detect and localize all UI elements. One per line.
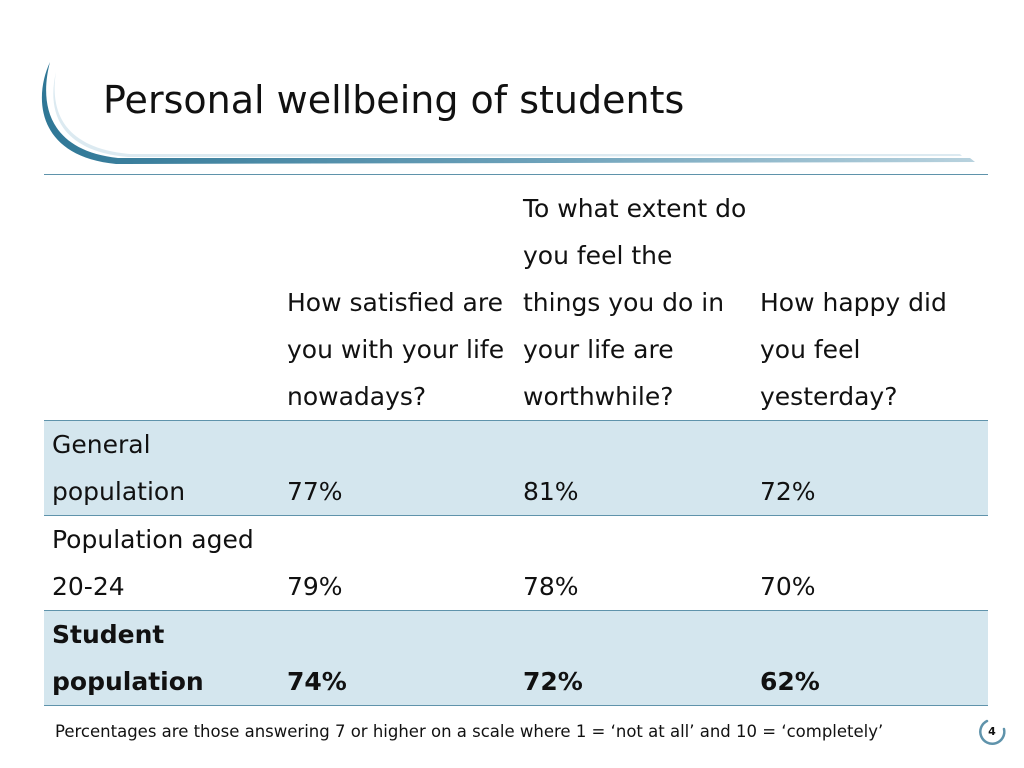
- cell-worthwhile: 81%: [523, 477, 579, 506]
- page-number-label: 4: [988, 725, 996, 738]
- page-number: 4: [977, 717, 1007, 747]
- footnote: Percentages are those answering 7 or hig…: [55, 722, 884, 741]
- cell-happy: 72%: [760, 477, 816, 506]
- column-header-happy: How happy did you feel yesterday?: [760, 288, 947, 411]
- table-header-row: How satisfied are you with your life now…: [44, 174, 988, 421]
- column-header-worthwhile: To what extent do you feel the things yo…: [523, 194, 747, 411]
- cell-worthwhile: 72%: [523, 667, 583, 696]
- cell-worthwhile: 78%: [523, 572, 579, 601]
- wellbeing-table: How satisfied are you with your life now…: [44, 174, 988, 706]
- cell-happy: 70%: [760, 572, 816, 601]
- table-row-general-population: General population 77% 81% 72%: [44, 420, 988, 516]
- row-label: Population aged 20-24: [52, 525, 254, 601]
- cell-satisfied: 74%: [287, 667, 347, 696]
- column-header-empty: [44, 175, 279, 421]
- table-row-student-population: Student population 74% 72% 62%: [44, 610, 988, 706]
- column-header-satisfied: How satisfied are you with your life now…: [287, 288, 505, 411]
- cell-satisfied: 77%: [287, 477, 343, 506]
- table-row-population-aged-20-24: Population aged 20-24 79% 78% 70%: [44, 516, 988, 611]
- row-label: General population: [52, 430, 186, 506]
- row-label: Student population: [52, 620, 204, 696]
- slide-title: Personal wellbeing of students: [103, 78, 685, 122]
- cell-happy: 62%: [760, 667, 820, 696]
- cell-satisfied: 79%: [287, 572, 343, 601]
- page-number-arc-icon: [979, 719, 1006, 745]
